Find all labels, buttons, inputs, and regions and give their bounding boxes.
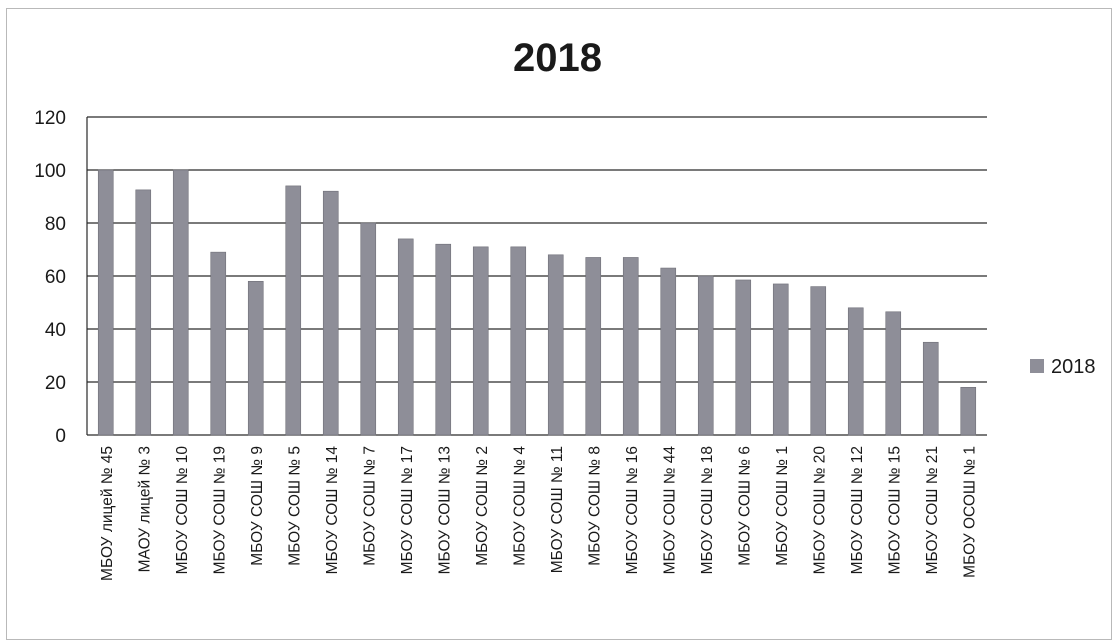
bar bbox=[547, 254, 564, 436]
bar bbox=[622, 257, 639, 436]
bar bbox=[435, 243, 452, 436]
x-category-label: МБОУ СОШ № 12 bbox=[849, 446, 866, 574]
x-category-label: МБОУ СОШ № 16 bbox=[624, 446, 641, 574]
y-tick-label: 100 bbox=[34, 161, 66, 182]
y-tick-label: 60 bbox=[45, 267, 66, 288]
x-category-label: МБОУ СОШ № 6 bbox=[736, 446, 753, 566]
bar bbox=[847, 307, 864, 436]
bar bbox=[397, 238, 414, 436]
x-category-label: МАОУ лицей № 3 bbox=[136, 446, 153, 572]
x-category-label: МБОУ СОШ № 20 bbox=[811, 446, 828, 575]
x-category-label: МБОУ СОШ № 44 bbox=[661, 446, 678, 575]
x-category-label: МБОУ СОШ № 18 bbox=[699, 446, 716, 574]
bar bbox=[735, 279, 752, 436]
bar bbox=[97, 169, 114, 436]
x-category-label: МБОУ лицей № 45 bbox=[99, 446, 116, 581]
x-category-label: МБОУ СОШ № 19 bbox=[211, 446, 228, 574]
bar bbox=[472, 246, 489, 436]
bar bbox=[135, 189, 152, 436]
y-tick-label: 120 bbox=[34, 108, 66, 129]
x-axis-labels: МБОУ лицей № 45 МАОУ лицей № 3 МБОУ СОШ № … bbox=[99, 446, 979, 581]
legend-label: 2018 bbox=[1051, 356, 1096, 378]
bar bbox=[885, 311, 902, 436]
x-category-label: МБОУ СОШ № 11 bbox=[549, 446, 566, 573]
bar bbox=[772, 283, 789, 436]
bar bbox=[360, 222, 377, 436]
legend: 2018 bbox=[1030, 356, 1096, 378]
bar bbox=[585, 257, 602, 436]
x-category-label: МБОУ СОШ № 2 bbox=[474, 446, 491, 566]
y-tick-label: 0 bbox=[55, 426, 66, 447]
gridlines bbox=[86, 116, 987, 436]
bar bbox=[960, 386, 977, 436]
bar bbox=[510, 246, 527, 436]
bars bbox=[97, 169, 977, 436]
bar bbox=[285, 185, 302, 436]
x-category-label: МБОУ СОШ № 15 bbox=[886, 446, 903, 574]
y-tick-label: 80 bbox=[45, 214, 66, 235]
x-category-label: МБОУ СОШ № 10 bbox=[174, 446, 191, 575]
x-category-label: МБОУ СОШ № 7 bbox=[361, 446, 378, 566]
x-category-label: МБОУ СОШ № 4 bbox=[511, 446, 528, 566]
y-tick-label: 40 bbox=[45, 320, 66, 341]
x-category-label: МБОУ СОШ № 17 bbox=[399, 446, 416, 574]
bar bbox=[810, 286, 827, 436]
bar bbox=[922, 341, 939, 436]
x-category-label: МБОУ СОШ № 13 bbox=[436, 446, 453, 574]
bar bbox=[210, 251, 227, 436]
legend-swatch bbox=[1030, 359, 1044, 373]
x-category-label: МБОУ СОШ № 5 bbox=[286, 446, 303, 566]
chart-title: 2018 bbox=[513, 36, 602, 80]
x-category-label: МБОУ СОШ № 14 bbox=[324, 446, 341, 575]
bar bbox=[172, 169, 189, 436]
bar bbox=[322, 190, 339, 436]
x-category-label: МБОУ СОШ № 8 bbox=[586, 446, 603, 566]
y-tick-label: 20 bbox=[45, 373, 66, 394]
x-category-label: МБОУ ОСОШ № 1 bbox=[961, 446, 978, 578]
x-category-label: МБОУ СОШ № 1 bbox=[774, 446, 791, 566]
bar bbox=[247, 280, 264, 436]
x-category-label: МБОУ СОШ № 9 bbox=[249, 446, 266, 566]
y-axis-ticks: 0 20 40 60 80 100 120 bbox=[34, 108, 66, 447]
x-category-label: МБОУ СОШ № 21 bbox=[924, 446, 941, 574]
bar bbox=[697, 275, 714, 436]
bar bbox=[660, 267, 677, 436]
